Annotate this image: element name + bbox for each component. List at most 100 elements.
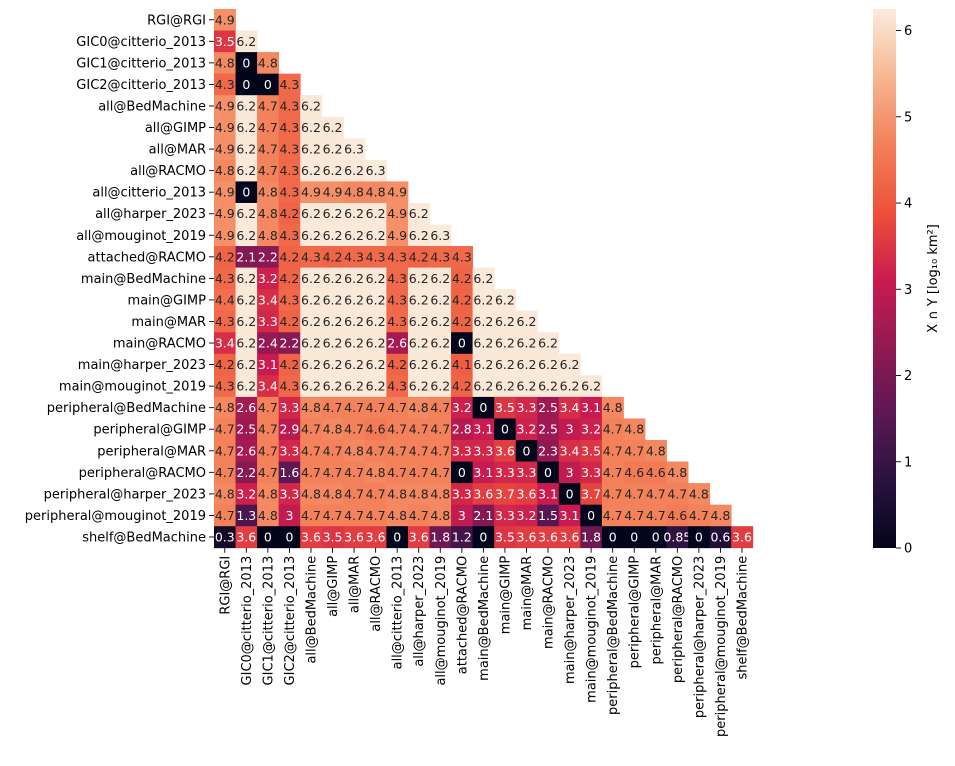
heatmap-cell	[278, 375, 301, 398]
cell-value-label: 6.2	[430, 314, 450, 329]
cell-value-label: 3.6	[344, 529, 364, 544]
cell-value-label: 4.8	[689, 486, 709, 501]
cell-value-label: 4.3	[387, 292, 407, 307]
cell-value-label: 0	[479, 400, 487, 415]
heatmap-cell	[451, 440, 473, 462]
cell-value-label: 4.2	[279, 249, 299, 264]
heatmap-cell	[645, 504, 667, 527]
heatmap-cell	[472, 310, 495, 333]
x-tick-label: peripheral@BedMachine	[606, 556, 621, 715]
heatmap-cell	[300, 375, 323, 398]
heatmap-cell	[558, 483, 581, 506]
heatmap-cell	[429, 246, 452, 268]
cell-value-label: 4.6	[624, 465, 644, 480]
heatmap-cell	[257, 224, 280, 247]
cell-value-label: 4.9	[387, 228, 407, 243]
heatmap-cell	[386, 267, 409, 290]
heatmap-cell	[321, 246, 344, 268]
cell-value-label: 4.3	[279, 292, 299, 307]
heatmap-cell	[451, 289, 473, 312]
cell-value-label: 6.2	[366, 228, 386, 243]
x-tick-label: all@citterio_2013	[391, 556, 406, 670]
heatmap-cell	[429, 353, 452, 376]
x-tick-label: main@RACMO	[542, 556, 557, 649]
heatmap-cell	[386, 418, 409, 441]
cell-value-label: 4.6	[646, 465, 666, 480]
cell-value-label: 4.7	[387, 443, 407, 458]
heatmap-cell	[278, 267, 301, 290]
cell-value-label: 6.2	[323, 142, 343, 157]
heatmap-cell	[623, 526, 646, 549]
heatmap-cell	[558, 461, 581, 484]
heatmap-cell	[278, 246, 301, 268]
heatmap-cell	[321, 375, 344, 398]
heatmap-cell	[429, 396, 452, 419]
heatmap-cell	[364, 461, 387, 484]
heatmap-cell	[537, 483, 560, 506]
cell-value-label: 4.7	[301, 443, 321, 458]
heatmap-cell	[257, 138, 280, 161]
cell-value-label: 6.2	[560, 357, 580, 372]
heatmap-cell	[214, 504, 236, 527]
cell-value-label: 6.2	[517, 314, 537, 329]
heatmap-cell	[257, 73, 280, 96]
cell-value-label: 6.2	[323, 206, 343, 221]
heatmap-cell	[235, 504, 258, 527]
cell-value-label: 3.6	[473, 486, 493, 501]
heatmap-cell	[300, 289, 323, 312]
cell-value-label: 4.7	[667, 486, 687, 501]
x-tick-label: GIC2@citterio_2013	[283, 556, 298, 686]
cell-value-label: 4.4	[215, 292, 235, 307]
heatmap-cell	[515, 440, 538, 462]
cell-value-label: 3.3	[581, 465, 601, 480]
cell-value-label: 4.8	[387, 508, 407, 523]
heatmap-cell	[494, 440, 517, 462]
cell-value-label: 4.8	[409, 486, 429, 501]
cell-value-label: 4.2	[323, 249, 343, 264]
cell-value-label: 4.9	[387, 206, 407, 221]
cell-value-label: 2.3	[538, 443, 558, 458]
y-tick-label: all@GIMP	[145, 121, 206, 136]
heatmap-cell	[214, 353, 236, 376]
cell-value-label: 4.7	[624, 486, 644, 501]
cell-value-label: 4.3	[215, 271, 235, 286]
cell-value-label: 4.7	[344, 400, 364, 415]
y-tick-label: peripheral@GIMP	[93, 423, 206, 438]
heatmap-cell	[235, 116, 258, 139]
cell-value-label: 6.2	[301, 379, 321, 394]
cell-value-label: 0	[264, 529, 272, 544]
heatmap-cell	[235, 202, 258, 225]
heatmap-cell	[666, 483, 689, 506]
cell-value-label: 0.6	[710, 529, 730, 544]
heatmap-cell	[407, 375, 430, 398]
heatmap-cell	[407, 267, 430, 290]
y-tick-label: GIC1@citterio_2013	[76, 56, 206, 71]
cell-value-label: 6.2	[236, 120, 256, 135]
cell-value-label: 1.8	[581, 529, 601, 544]
cell-value-label: 4.7	[387, 465, 407, 480]
cell-value-label: 4.3	[279, 185, 299, 200]
cell-value-label: 4.2	[279, 271, 299, 286]
heatmap-cell	[300, 332, 323, 355]
heatmap-cell	[257, 181, 280, 204]
cell-value-label: 3.1	[538, 486, 558, 501]
cell-value-label: 4.7	[689, 508, 709, 523]
heatmap-cell	[235, 353, 258, 376]
cell-value-label: 4.8	[215, 55, 235, 70]
cell-value-label: 4.2	[279, 206, 299, 221]
heatmap-cell	[321, 461, 344, 484]
heatmap-cell	[214, 95, 236, 118]
cell-value-label: 3.6	[538, 529, 558, 544]
heatmap-cell	[386, 461, 409, 484]
cell-value-label: 4.9	[301, 185, 321, 200]
heatmap-cell	[214, 52, 236, 75]
heatmap-cell	[235, 246, 258, 268]
y-tick-label: shelf@BedMachine	[82, 530, 206, 545]
cell-value-label: 0	[630, 529, 638, 544]
cell-value-label: 4.9	[215, 206, 235, 221]
y-tick-label: main@MAR	[131, 315, 206, 330]
heatmap-cell	[214, 440, 236, 462]
heatmap-cell	[451, 375, 473, 398]
cell-value-label: 4.8	[215, 400, 235, 415]
cell-value-label: 4.7	[430, 400, 450, 415]
